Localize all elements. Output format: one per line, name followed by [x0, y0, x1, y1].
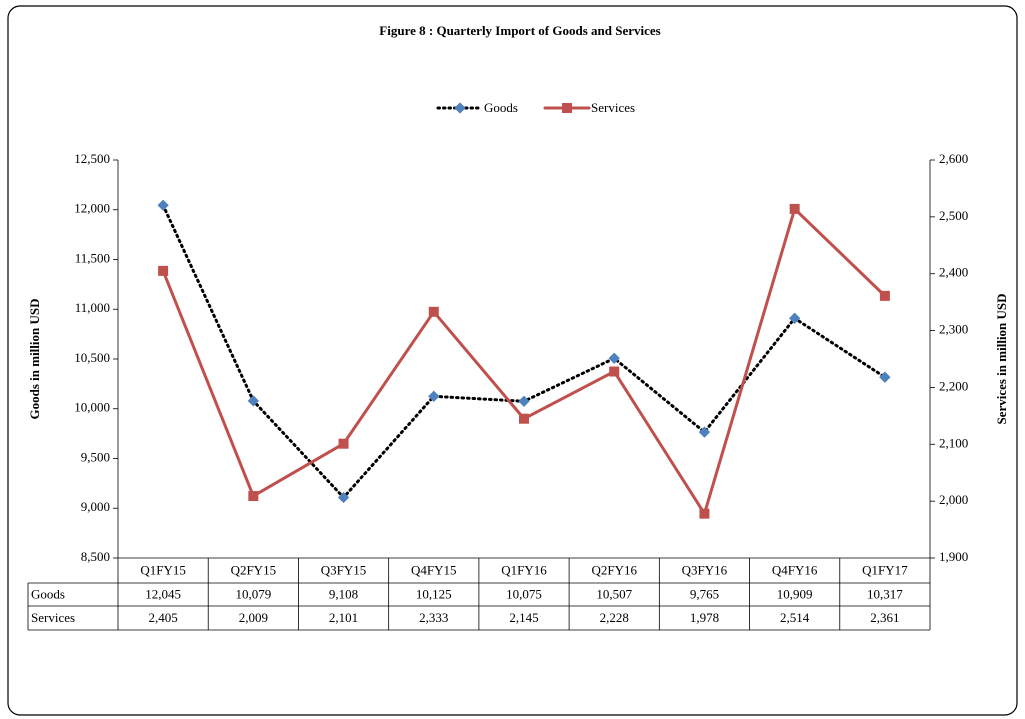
- table-cell: 2,009: [239, 610, 268, 625]
- y2-tick-label: 2,100: [939, 435, 968, 450]
- table-cell: 2,333: [419, 610, 448, 625]
- table-row-label: Services: [31, 610, 75, 625]
- x-tick-label: Q2FY15: [231, 562, 277, 577]
- y2-tick-label: 2,200: [939, 378, 968, 393]
- table-cell: 9,765: [690, 586, 719, 601]
- point-marker: [698, 426, 711, 438]
- y2-tick-label: 2,000: [939, 492, 968, 507]
- point-marker: [608, 352, 620, 364]
- point-marker: [338, 438, 349, 449]
- point-marker: [789, 203, 800, 214]
- point-marker: [428, 390, 440, 402]
- table-cell: 2,145: [509, 610, 538, 625]
- table-cell: 10,317: [867, 586, 903, 601]
- x-tick-label: Q3FY15: [321, 562, 367, 577]
- y-tick-label: 12,500: [74, 151, 110, 166]
- table-cell: 10,075: [506, 586, 542, 601]
- point-marker: [879, 371, 891, 383]
- y2-tick-label: 2,600: [939, 151, 968, 166]
- point-marker: [879, 290, 890, 301]
- chart-border: [7, 5, 1018, 716]
- x-tick-label: Q2FY16: [591, 562, 637, 577]
- point-marker: [337, 491, 350, 504]
- table-cell: 2,101: [329, 610, 358, 625]
- y2-tick-label: 2,500: [939, 208, 968, 223]
- table-cell: 12,045: [145, 586, 181, 601]
- x-tick-label: Q4FY15: [411, 562, 457, 577]
- y-tick-label: 12,000: [74, 201, 110, 216]
- y-tick-label: 9,000: [81, 499, 110, 514]
- point-marker: [519, 413, 529, 424]
- x-tick-label: Q3FY16: [682, 562, 728, 577]
- table-row-label: Goods: [31, 586, 65, 601]
- table-cell: 2,361: [870, 610, 899, 625]
- point-marker: [609, 366, 620, 377]
- chart-title: Figure 8 : Quarterly Import of Goods and…: [379, 23, 660, 38]
- y2-axis-title: Services in million USD: [994, 293, 1009, 424]
- table-cell: 2,228: [600, 610, 629, 625]
- legend-marker: [562, 103, 572, 113]
- point-marker: [518, 395, 530, 407]
- table-cell: 10,125: [416, 586, 452, 601]
- y2-tick-label: 2,300: [939, 322, 968, 337]
- point-marker: [699, 508, 710, 519]
- y-tick-label: 10,000: [74, 400, 110, 415]
- y-tick-label: 11,000: [75, 300, 110, 315]
- point-marker: [157, 199, 169, 211]
- table-cell: 1,978: [690, 610, 719, 625]
- point-marker: [428, 306, 439, 317]
- table-cell: 9,108: [329, 586, 358, 601]
- point-marker: [247, 395, 259, 407]
- table-cell: 10,507: [596, 586, 632, 601]
- y-tick-label: 9,500: [81, 449, 110, 464]
- legend-label: Services: [591, 100, 635, 115]
- y-tick-label: 10,500: [74, 350, 110, 365]
- y-axis-title: Goods in million USD: [27, 298, 42, 419]
- table-cell: 2,514: [780, 610, 810, 625]
- y-tick-label: 8,500: [81, 549, 110, 564]
- y2-tick-label: 1,900: [939, 549, 968, 564]
- point-marker: [248, 491, 259, 502]
- point-marker: [158, 265, 169, 276]
- table-cell: 2,405: [148, 610, 177, 625]
- table-cell: 10,909: [777, 586, 813, 601]
- y-tick-label: 11,500: [75, 250, 110, 265]
- legend-label: Goods: [484, 100, 518, 115]
- point-marker: [789, 312, 801, 324]
- x-tick-label: Q4FY16: [772, 562, 818, 577]
- x-tick-label: Q1FY16: [501, 562, 547, 577]
- y2-tick-label: 2,400: [939, 265, 968, 280]
- x-tick-label: Q1FY17: [862, 562, 908, 577]
- x-tick-label: Q1FY15: [140, 562, 186, 577]
- table-cell: 10,079: [235, 586, 271, 601]
